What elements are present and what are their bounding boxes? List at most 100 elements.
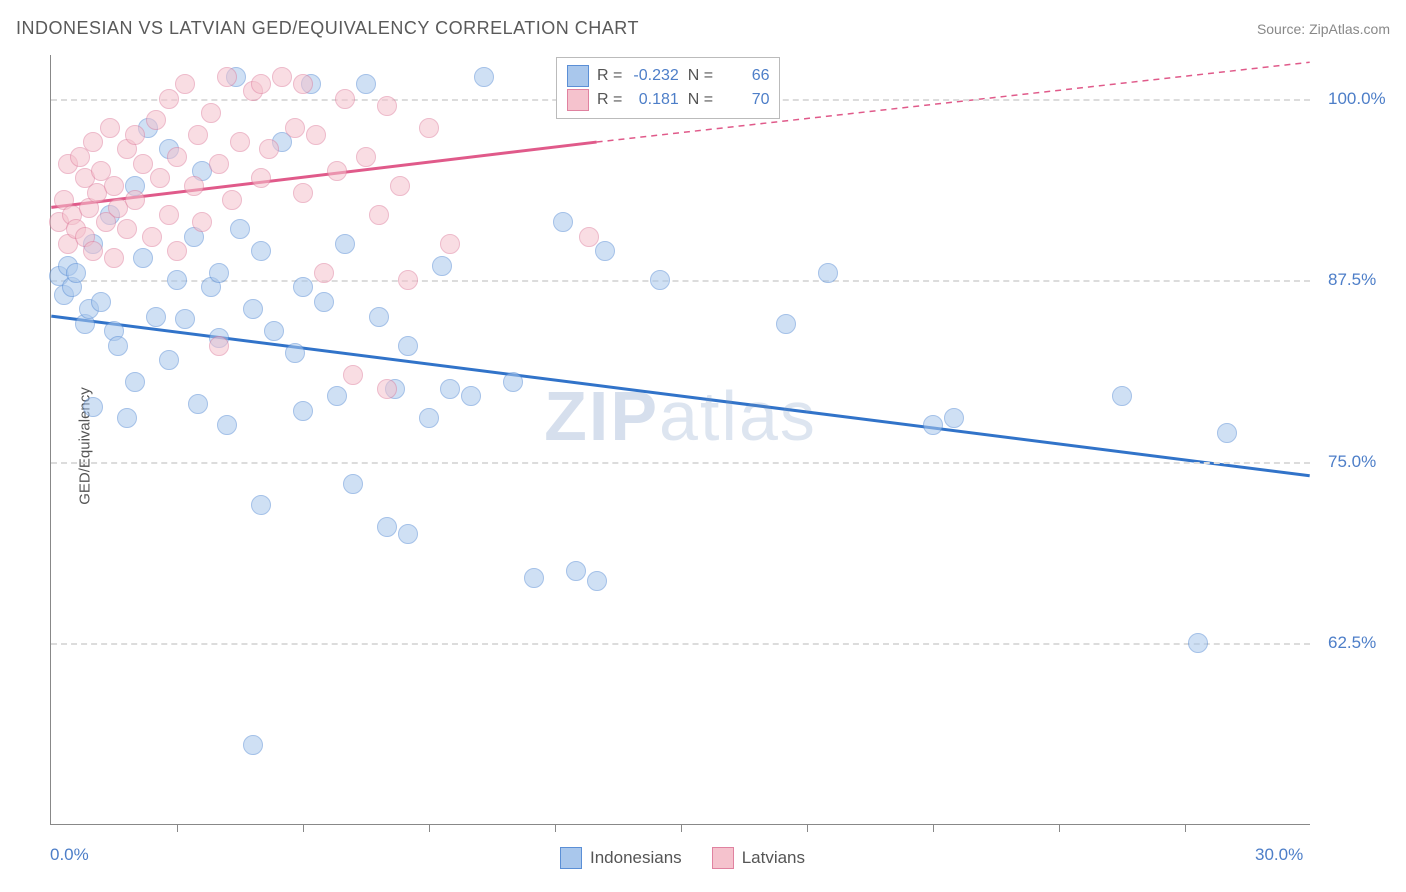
data-point [314,292,334,312]
legend-label: Latvians [742,845,805,871]
data-point [553,212,573,232]
data-point [100,118,120,138]
series-legend: Indonesians Latvians [560,845,805,871]
gridline [51,280,1310,282]
data-point [293,74,313,94]
data-point [356,74,376,94]
legend-swatch [567,89,589,111]
trendlines-svg [51,55,1310,824]
plot-area: ZIPatlas R = -0.232 N = 66R = 0.181 N = … [50,55,1310,825]
data-point [83,132,103,152]
data-point [167,270,187,290]
data-point [390,176,410,196]
data-point [419,118,439,138]
data-point [230,132,250,152]
data-point [108,336,128,356]
data-point [818,263,838,283]
x-tick-label: 30.0% [1255,845,1303,865]
data-point [159,89,179,109]
x-tick-mark [1185,824,1186,832]
data-point [159,205,179,225]
data-point [377,379,397,399]
data-point [566,561,586,581]
legend-swatch [560,847,582,869]
x-tick-label: 0.0% [50,845,89,865]
data-point [343,365,363,385]
data-point [369,205,389,225]
legend-swatch [712,847,734,869]
data-point [650,270,670,290]
data-point [398,524,418,544]
legend-item: Latvians [712,845,805,871]
data-point [1188,633,1208,653]
data-point [167,241,187,261]
data-point [66,263,86,283]
data-point [327,161,347,181]
data-point [369,307,389,327]
x-tick-mark [807,824,808,832]
x-tick-mark [177,824,178,832]
x-tick-mark [303,824,304,832]
data-point [944,408,964,428]
data-point [259,139,279,159]
legend-stat-text: R = -0.232 N = 66 [597,64,769,88]
header: INDONESIAN VS LATVIAN GED/EQUIVALENCY CO… [16,18,1390,39]
data-point [272,67,292,87]
data-point [188,394,208,414]
data-point [125,125,145,145]
data-point [419,408,439,428]
data-point [579,227,599,247]
data-point [293,183,313,203]
data-point [217,67,237,87]
data-point [923,415,943,435]
data-point [398,270,418,290]
data-point [175,74,195,94]
x-tick-mark [429,824,430,832]
data-point [306,125,326,145]
x-tick-mark [933,824,934,832]
data-point [461,386,481,406]
data-point [251,495,271,515]
data-point [83,397,103,417]
data-point [133,154,153,174]
data-point [524,568,544,588]
y-tick-label: 100.0% [1328,89,1386,109]
data-point [595,241,615,261]
data-point [356,147,376,167]
data-point [377,517,397,537]
watermark: ZIPatlas [544,376,817,456]
data-point [192,212,212,232]
data-point [150,168,170,188]
data-point [264,321,284,341]
data-point [142,227,162,247]
data-point [293,277,313,297]
data-point [184,176,204,196]
legend-stat-text: R = 0.181 N = 70 [597,88,769,112]
data-point [293,401,313,421]
data-point [209,263,229,283]
x-tick-mark [555,824,556,832]
data-point [175,309,195,329]
data-point [217,415,237,435]
y-tick-label: 75.0% [1328,452,1376,472]
data-point [440,379,460,399]
data-point [83,241,103,261]
data-point [125,190,145,210]
data-point [243,735,263,755]
gridline [51,643,1310,645]
data-point [188,125,208,145]
data-point [104,176,124,196]
data-point [776,314,796,334]
data-point [327,386,347,406]
legend-item: Indonesians [560,845,682,871]
data-point [335,89,355,109]
data-point [133,248,153,268]
data-point [91,292,111,312]
data-point [104,248,124,268]
data-point [251,241,271,261]
data-point [209,154,229,174]
data-point [222,190,242,210]
data-point [117,219,137,239]
data-point [314,263,334,283]
data-point [343,474,363,494]
